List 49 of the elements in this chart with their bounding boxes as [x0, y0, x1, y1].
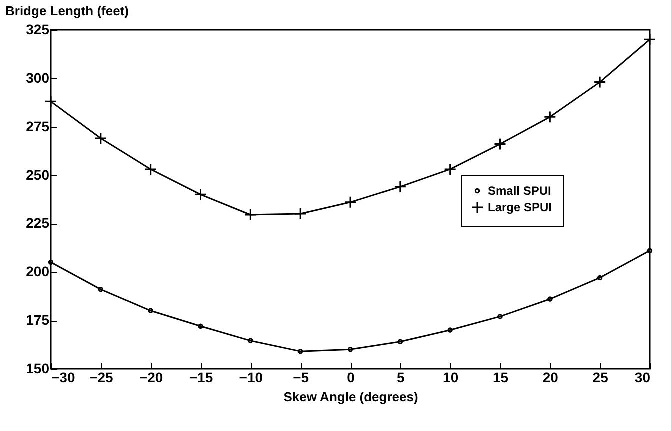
point	[94, 132, 108, 145]
x-tick-label: −5	[293, 370, 310, 386]
x-tick-label: −25	[90, 370, 114, 386]
point	[394, 180, 407, 194]
x-tick-label: −10	[239, 370, 264, 386]
x-tick-label: 30	[634, 370, 651, 386]
point	[548, 296, 553, 302]
point	[294, 208, 307, 220]
x-tick-label: −20	[139, 370, 164, 386]
point	[148, 308, 154, 314]
point	[348, 347, 354, 352]
x-tick-label: 20	[542, 370, 559, 386]
point	[194, 188, 207, 201]
y-tick-label: 275	[26, 118, 50, 134]
y-tick-label: 325	[26, 22, 50, 38]
point	[144, 163, 158, 176]
x-axis-title: Skew Angle (degrees)	[284, 390, 418, 404]
point	[98, 286, 104, 292]
point	[644, 33, 656, 46]
x-tick-label: 15	[492, 370, 509, 386]
point	[444, 163, 457, 176]
point	[298, 348, 304, 354]
point	[398, 339, 404, 344]
x-tick-label: −30	[52, 370, 76, 386]
point	[248, 338, 254, 344]
legend-label: Small SPUI	[488, 184, 552, 198]
legend-label: Large SPUI	[488, 200, 552, 214]
x-tick-label: 0	[347, 370, 356, 386]
point	[594, 76, 606, 89]
point	[244, 208, 257, 222]
point	[448, 328, 453, 333]
point	[597, 275, 603, 281]
x-tick-label: 10	[443, 370, 459, 386]
point	[494, 138, 506, 151]
x-tick-label: −15	[189, 370, 214, 386]
x-tick-label: 5	[397, 370, 406, 386]
y-tick-label: 200	[26, 264, 50, 280]
point	[498, 314, 503, 320]
y-tick-label: 175	[26, 312, 50, 328]
y-tick-label: 225	[26, 215, 50, 232]
y-tick-label: 150	[26, 360, 50, 376]
point	[198, 324, 204, 329]
y-tick-label: 250	[26, 166, 50, 183]
point	[544, 110, 556, 124]
x-tick-label: 25	[592, 370, 609, 386]
point	[44, 95, 58, 108]
y-axis-title: Bridge Length (feet)	[6, 4, 129, 18]
y-tick-label: 300	[26, 70, 50, 86]
point	[344, 196, 357, 209]
